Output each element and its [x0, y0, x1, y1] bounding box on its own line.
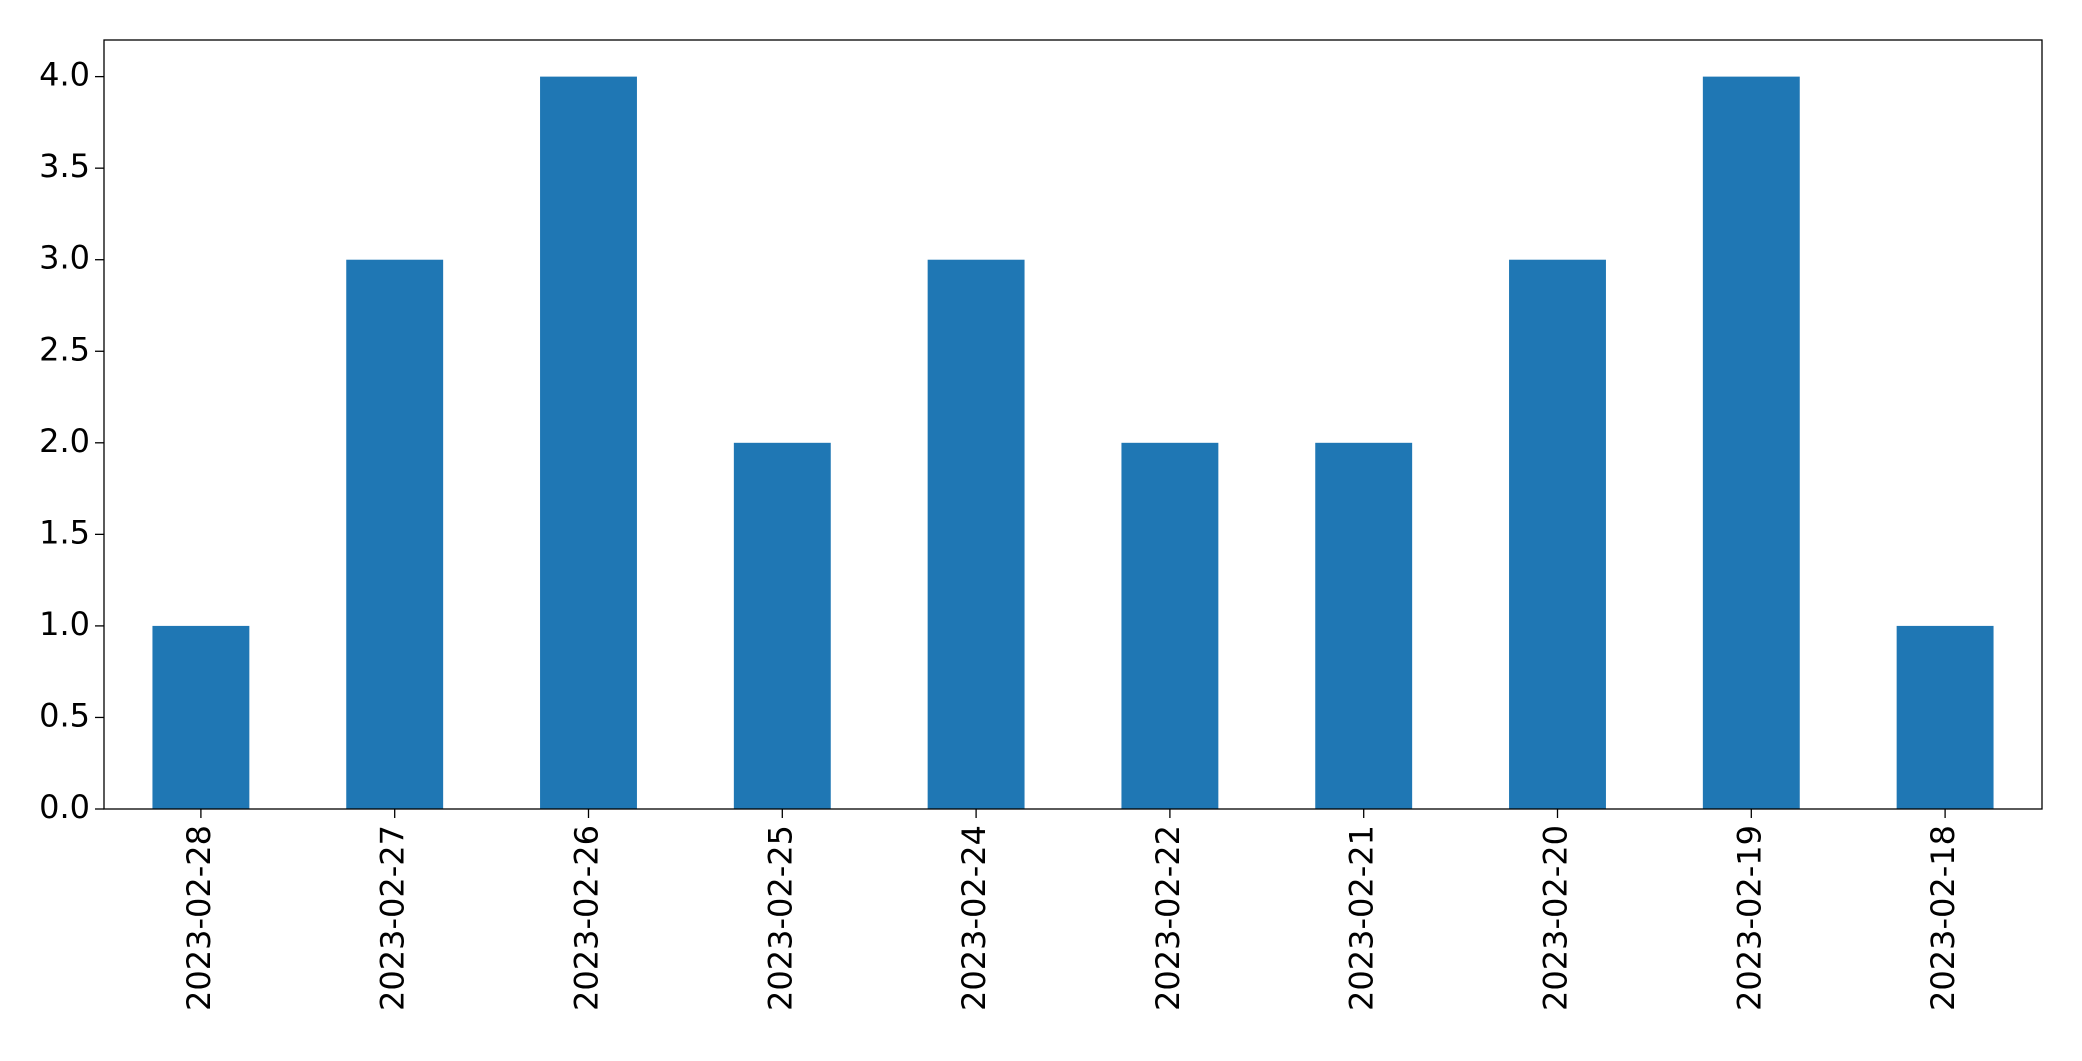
bar — [346, 259, 444, 809]
y-tick-label: 4.0 — [39, 56, 90, 94]
bar — [1315, 442, 1413, 809]
x-tick-label: 2023-02-26 — [568, 825, 606, 1011]
y-tick-label: 0.5 — [39, 696, 90, 734]
y-tick-label: 1.5 — [39, 513, 90, 551]
bar — [1509, 259, 1606, 809]
x-tick-label: 2023-02-27 — [374, 825, 412, 1011]
x-tick-label: 2023-02-18 — [1924, 825, 1962, 1011]
x-tick-label: 2023-02-28 — [180, 825, 218, 1011]
bar — [1702, 76, 1800, 810]
bar — [1896, 625, 1994, 809]
y-tick-label: 0.0 — [39, 788, 90, 826]
y-tick-label: 2.0 — [39, 422, 90, 460]
bar — [927, 259, 1025, 809]
plot-frame — [103, 39, 2043, 810]
x-tick-label: 2023-02-20 — [1537, 825, 1575, 1011]
x-tick-label: 2023-02-19 — [1730, 825, 1768, 1011]
y-tick-label: 3.0 — [39, 239, 90, 277]
y-tick-label: 1.0 — [39, 605, 90, 643]
bar — [152, 625, 250, 809]
y-tick-label: 2.5 — [39, 330, 90, 368]
x-tick-label: 2023-02-21 — [1343, 825, 1381, 1011]
x-tick-label: 2023-02-25 — [761, 825, 799, 1011]
y-tick-label: 3.5 — [39, 147, 90, 185]
bar — [733, 442, 831, 809]
bar — [1121, 442, 1219, 809]
x-tick-label: 2023-02-22 — [1149, 825, 1187, 1011]
bar — [540, 76, 637, 810]
x-tick-label: 2023-02-24 — [955, 825, 993, 1011]
